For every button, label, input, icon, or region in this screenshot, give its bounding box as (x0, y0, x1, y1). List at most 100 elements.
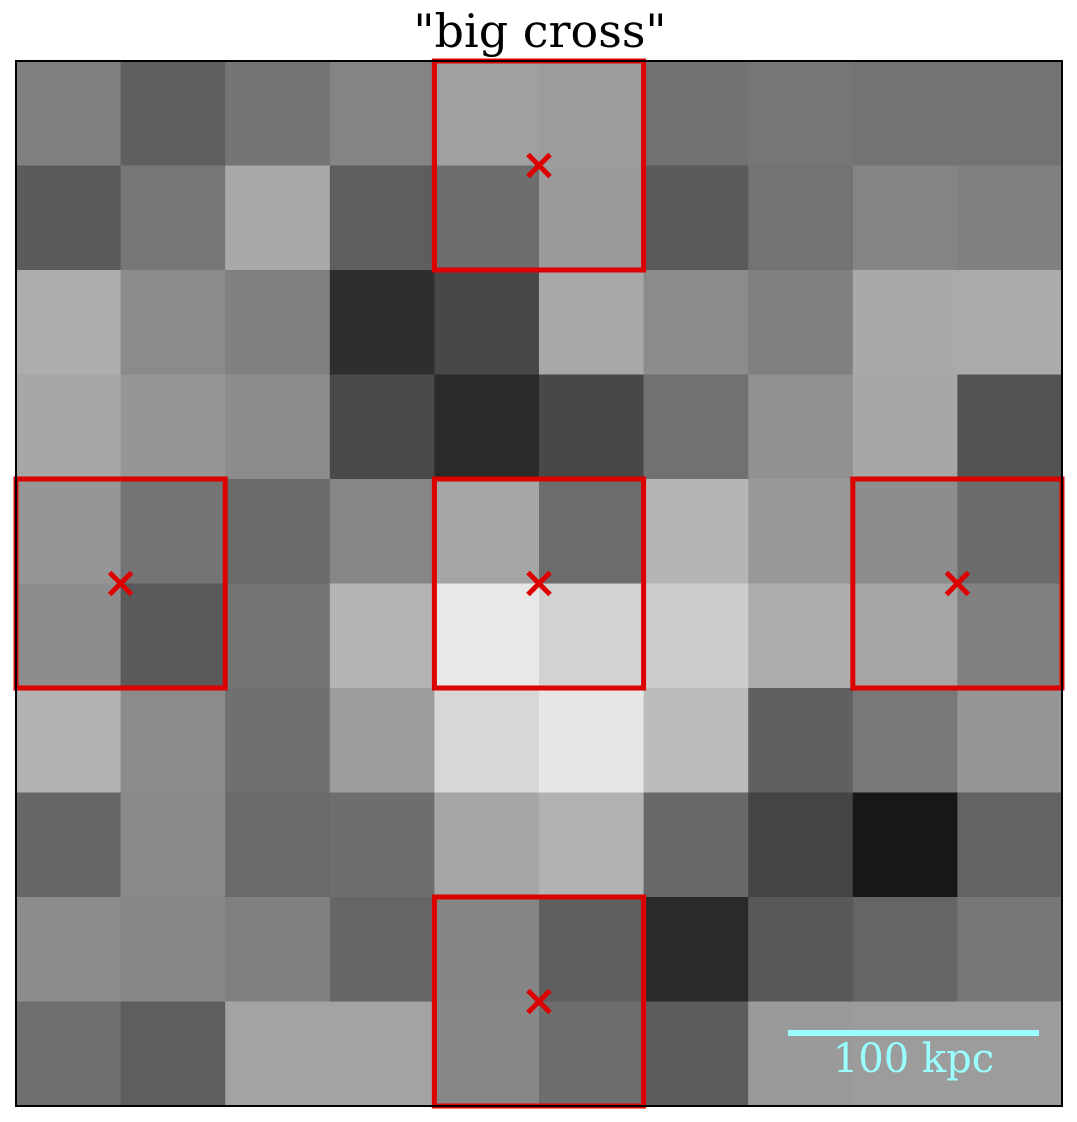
pixel (748, 688, 854, 794)
pixel (16, 61, 122, 167)
pixel (225, 583, 331, 689)
pixel (329, 792, 435, 898)
pixel (16, 165, 122, 271)
pixel (539, 897, 645, 1003)
pixel (329, 583, 435, 689)
pixel (434, 897, 540, 1003)
pixel (852, 270, 958, 376)
pixel (643, 374, 749, 480)
pixel (120, 479, 226, 585)
pixel (643, 61, 749, 167)
pixel (16, 583, 122, 689)
pixel (225, 61, 331, 167)
pixel (957, 270, 1063, 376)
center-cross (526, 152, 552, 179)
pixel (957, 374, 1063, 480)
pixel (957, 897, 1063, 1003)
pixel (434, 165, 540, 271)
pixel (852, 897, 958, 1003)
pixel (748, 1001, 854, 1107)
pixel (120, 374, 226, 480)
pixel (643, 583, 749, 689)
pixel (16, 792, 122, 898)
pixel (434, 583, 540, 689)
pixel (120, 1001, 226, 1107)
pixel (225, 270, 331, 376)
pixel (748, 897, 854, 1003)
pixel (225, 374, 331, 480)
pixel (957, 165, 1063, 271)
pixel (748, 792, 854, 898)
pixel (434, 792, 540, 898)
pixel (643, 897, 749, 1003)
center-cross (107, 570, 134, 597)
pixel (748, 374, 854, 480)
pixel (539, 165, 645, 271)
pixel (539, 270, 645, 376)
pixel (120, 792, 226, 898)
pixel (852, 165, 958, 271)
pixel (16, 374, 122, 480)
pixel (434, 688, 540, 794)
pixel (434, 479, 540, 585)
pixel (748, 583, 854, 689)
pixel (957, 61, 1063, 167)
center-cross (944, 570, 971, 597)
pixel (225, 897, 331, 1003)
pixel (329, 374, 435, 480)
pixel (329, 897, 435, 1003)
pixel (225, 479, 331, 585)
pixel (120, 61, 226, 167)
pixel (643, 165, 749, 271)
pixel (120, 688, 226, 794)
pixel (539, 792, 645, 898)
pixel (120, 583, 226, 689)
pixel (539, 61, 645, 167)
pixel (852, 688, 958, 794)
pixel (329, 479, 435, 585)
pixel (539, 583, 645, 689)
pixel (225, 165, 331, 271)
pixel (434, 61, 540, 167)
frame (15, 60, 1063, 1107)
pixel (957, 479, 1063, 585)
pixel (329, 61, 435, 167)
pixel (329, 688, 435, 794)
pixel (852, 1001, 958, 1107)
pixel (539, 374, 645, 480)
pixel (225, 792, 331, 898)
pixel (748, 165, 854, 271)
pixel (434, 1001, 540, 1107)
center-cross (526, 988, 552, 1015)
pixel (852, 374, 958, 480)
pixel (643, 688, 749, 794)
pixel (957, 688, 1063, 794)
pixel (329, 270, 435, 376)
pixel (539, 688, 645, 794)
pixel (539, 479, 645, 585)
pixel (225, 1001, 331, 1107)
pixel (748, 270, 854, 376)
pixel (852, 792, 958, 898)
title: "big cross" (413, 4, 666, 58)
pixel (434, 270, 540, 376)
pixel (957, 583, 1063, 689)
pixel (16, 688, 122, 794)
pixel (329, 165, 435, 271)
pixel (852, 479, 958, 585)
pixel (16, 270, 122, 376)
pixel (16, 897, 122, 1003)
pixel (120, 165, 226, 271)
pixel (329, 1001, 435, 1107)
pixel (748, 61, 854, 167)
pixel (957, 1001, 1063, 1107)
pixel (434, 374, 540, 480)
pixel (225, 688, 331, 794)
pixel (957, 792, 1063, 898)
pixel (643, 1001, 749, 1107)
center-cross (526, 570, 552, 597)
pixel (643, 792, 749, 898)
pixel (16, 1001, 122, 1107)
pixel (748, 479, 854, 585)
